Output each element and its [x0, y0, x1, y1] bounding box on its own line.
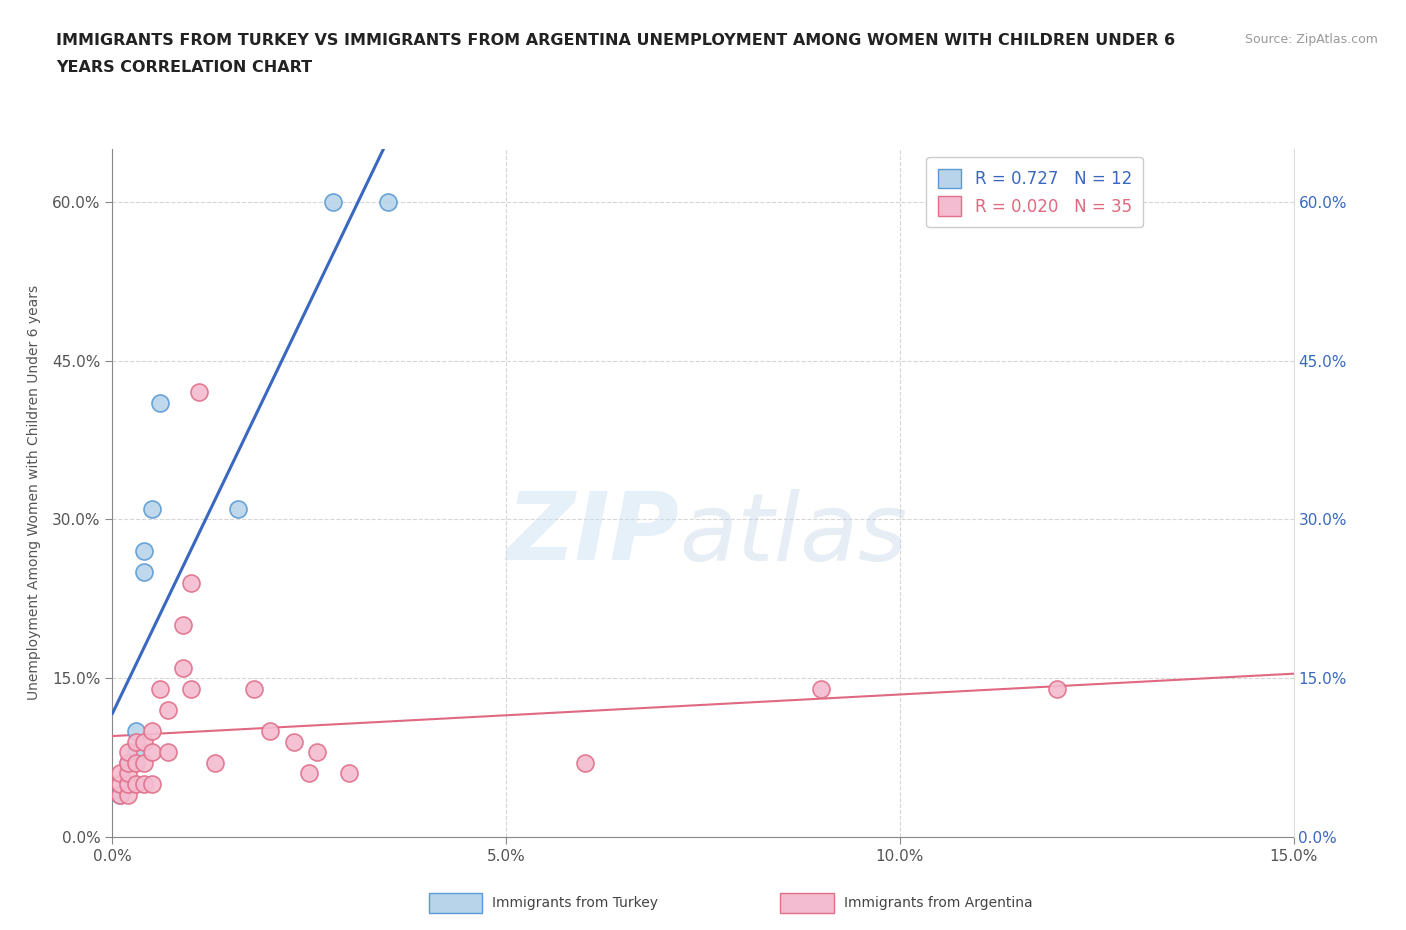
Text: YEARS CORRELATION CHART: YEARS CORRELATION CHART: [56, 60, 312, 75]
Point: [110, 787, 132, 802]
Point: [156, 702, 179, 717]
Point: [132, 755, 155, 770]
Point: [132, 777, 155, 791]
Point: [132, 565, 155, 579]
Point: [180, 682, 202, 697]
Point: [125, 745, 148, 760]
Point: [322, 194, 344, 209]
Point: [574, 755, 596, 770]
Point: [172, 660, 194, 675]
Point: [149, 395, 172, 410]
Text: IMMIGRANTS FROM TURKEY VS IMMIGRANTS FROM ARGENTINA UNEMPLOYMENT AMONG WOMEN WIT: IMMIGRANTS FROM TURKEY VS IMMIGRANTS FRO…: [56, 33, 1175, 47]
Text: Immigrants from Argentina: Immigrants from Argentina: [844, 896, 1032, 910]
Point: [117, 777, 139, 791]
Point: [149, 682, 172, 697]
Point: [132, 735, 155, 750]
Point: [141, 501, 163, 516]
Point: [117, 766, 139, 781]
Point: [125, 777, 148, 791]
Text: Immigrants from Turkey: Immigrants from Turkey: [492, 896, 658, 910]
Point: [141, 777, 163, 791]
Text: atlas: atlas: [679, 488, 908, 579]
Point: [156, 745, 179, 760]
Y-axis label: Unemployment Among Women with Children Under 6 years: Unemployment Among Women with Children U…: [27, 286, 41, 700]
Point: [117, 777, 139, 791]
Point: [132, 544, 155, 559]
Point: [110, 787, 132, 802]
Text: Source: ZipAtlas.com: Source: ZipAtlas.com: [1244, 33, 1378, 46]
Point: [307, 745, 329, 760]
Point: [283, 735, 305, 750]
Point: [188, 385, 211, 400]
Point: [259, 724, 281, 738]
Point: [125, 724, 148, 738]
Point: [110, 766, 132, 781]
Point: [172, 618, 194, 632]
Point: [180, 576, 202, 591]
Point: [117, 787, 139, 802]
Legend: R = 0.727   N = 12, R = 0.020   N = 35: R = 0.727 N = 12, R = 0.020 N = 35: [927, 157, 1143, 227]
Text: ZIP: ZIP: [506, 488, 679, 580]
Point: [141, 745, 163, 760]
Point: [204, 755, 226, 770]
Point: [377, 194, 399, 209]
Point: [337, 766, 360, 781]
Point: [243, 682, 266, 697]
Point: [810, 682, 832, 697]
Point: [125, 755, 148, 770]
Point: [298, 766, 321, 781]
Point: [228, 501, 250, 516]
Point: [125, 735, 148, 750]
Point: [117, 745, 139, 760]
Point: [117, 755, 139, 770]
Point: [141, 724, 163, 738]
Point: [117, 755, 139, 770]
Point: [110, 777, 132, 791]
Point: [1046, 682, 1069, 697]
